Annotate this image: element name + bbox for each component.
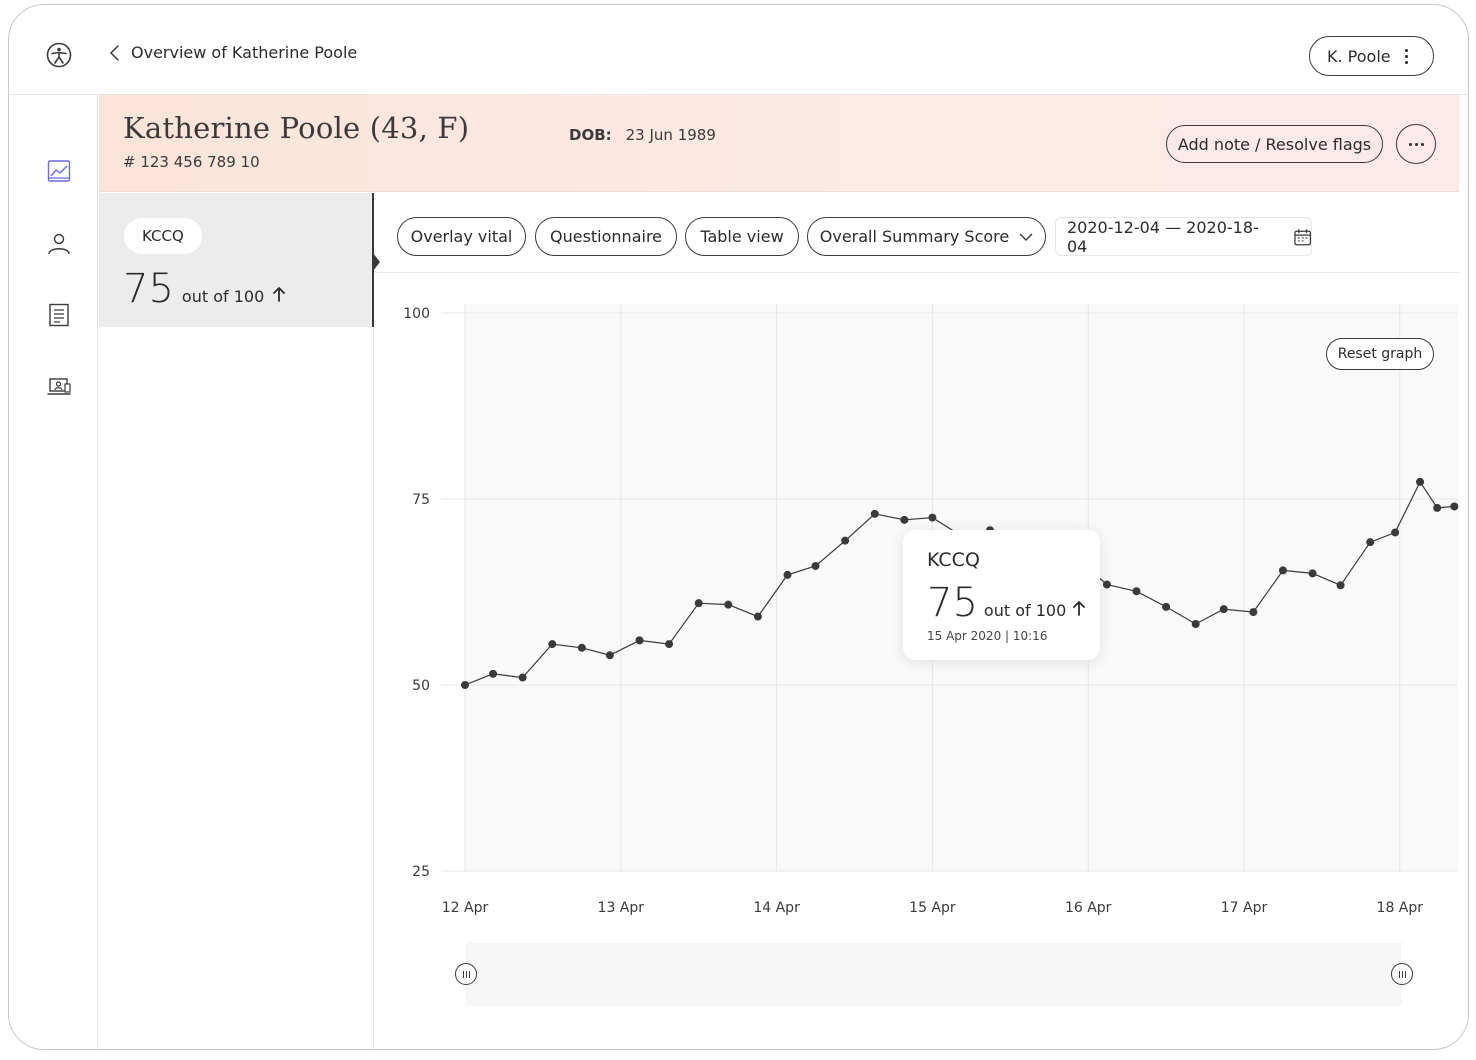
score-select[interactable]: Overall Summary Score bbox=[807, 217, 1046, 256]
range-handle-start[interactable] bbox=[455, 963, 477, 985]
document-icon[interactable] bbox=[47, 303, 71, 327]
data-tooltip: KCCQ 75 out of 100 15 Apr 2020 | 10:16 bbox=[903, 530, 1100, 660]
sidebar-nav bbox=[9, 95, 98, 1049]
app-logo-icon[interactable] bbox=[45, 41, 73, 69]
questionnaire-button[interactable]: Questionnaire bbox=[535, 217, 677, 256]
range-slider-track[interactable] bbox=[466, 942, 1402, 1006]
chevron-down-icon bbox=[1019, 233, 1033, 241]
table-view-button[interactable]: Table view bbox=[685, 217, 799, 256]
calendar-icon bbox=[1293, 228, 1311, 245]
score-select-value: Overall Summary Score bbox=[819, 227, 1010, 246]
metric-value-group: 75 out of 100 bbox=[123, 266, 286, 312]
arrow-up-icon bbox=[1073, 601, 1086, 616]
date-range-value: 2020-12-04 — 2020-18-04 bbox=[1067, 217, 1259, 256]
patient-id: # 123 456 789 10 bbox=[123, 153, 260, 171]
app-window: Overview of Katherine Poole K. Poole bbox=[8, 4, 1469, 1050]
arrow-up-icon bbox=[273, 287, 286, 302]
metric-label: KCCQ bbox=[124, 218, 202, 254]
date-range-picker[interactable]: 2020-12-04 — 2020-18-04 bbox=[1055, 217, 1312, 256]
tooltip-timestamp: 15 Apr 2020 | 10:16 bbox=[927, 629, 1048, 643]
back-link-label: Overview of Katherine Poole bbox=[131, 43, 358, 62]
tooltip-value: 75 bbox=[927, 580, 978, 626]
more-options-button[interactable] bbox=[1396, 124, 1436, 164]
patient-name: Katherine Poole (43, F) bbox=[123, 111, 470, 145]
range-handle-end[interactable] bbox=[1391, 963, 1413, 985]
user-menu-button[interactable]: K. Poole bbox=[1309, 36, 1434, 76]
ellipsis-icon bbox=[1408, 142, 1424, 146]
metric-value: 75 bbox=[123, 266, 174, 312]
tooltip-unit: out of 100 bbox=[983, 601, 1067, 620]
chart-icon[interactable] bbox=[47, 159, 71, 183]
kebab-menu-icon bbox=[1404, 48, 1408, 64]
tooltip-title: KCCQ bbox=[927, 549, 980, 571]
tooltip-value-group: 75 out of 100 bbox=[927, 580, 1086, 626]
user-name: K. Poole bbox=[1327, 46, 1391, 66]
add-note-button[interactable]: Add note / Resolve flags bbox=[1166, 125, 1383, 163]
overlay-vital-button[interactable]: Overlay vital bbox=[397, 217, 526, 256]
metrics-panel: KCCQ 75 out of 100 bbox=[99, 193, 374, 1049]
person-icon[interactable] bbox=[47, 231, 71, 255]
metric-unit: out of 100 bbox=[181, 287, 265, 306]
reset-graph-button[interactable]: Reset graph bbox=[1326, 338, 1434, 370]
active-card-indicator bbox=[373, 253, 380, 271]
devices-icon[interactable] bbox=[47, 375, 71, 399]
dob-label: DOB: bbox=[569, 126, 612, 144]
back-link[interactable]: Overview of Katherine Poole bbox=[109, 43, 357, 62]
patient-dob: DOB: 23 Jun 1989 bbox=[569, 126, 716, 144]
patient-header: Katherine Poole (43, F) # 123 456 789 10… bbox=[99, 95, 1459, 192]
chart-toolbar: Overlay vital Questionnaire Table view O… bbox=[375, 193, 1459, 273]
top-bar: Overview of Katherine Poole K. Poole bbox=[9, 5, 1468, 95]
metric-card-kccq[interactable]: KCCQ 75 out of 100 bbox=[99, 193, 374, 327]
dob-value: 23 Jun 1989 bbox=[625, 126, 716, 144]
chevron-left-icon bbox=[109, 44, 119, 61]
